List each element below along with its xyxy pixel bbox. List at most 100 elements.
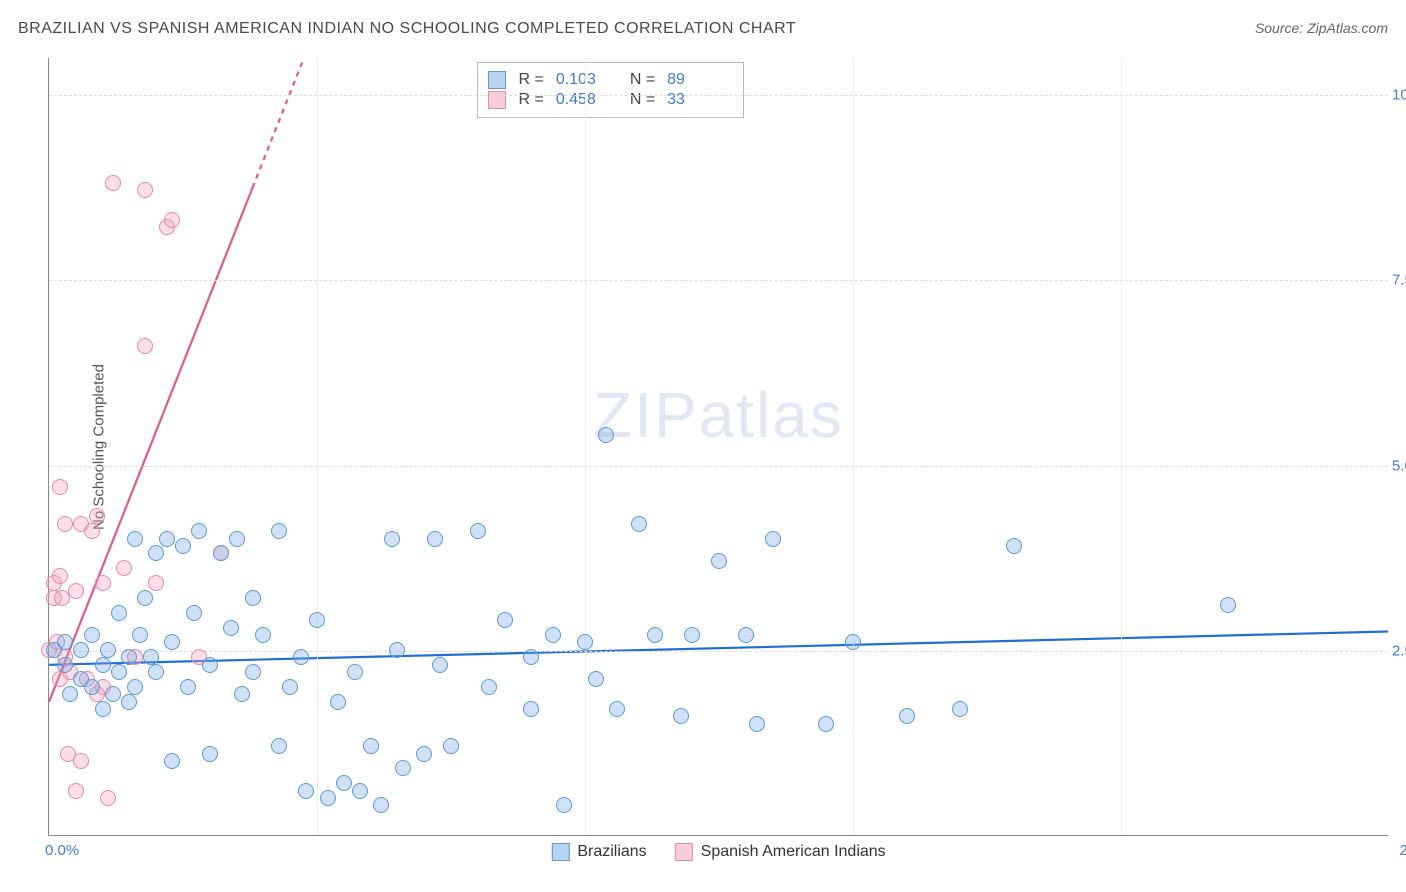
data-point-brazilians <box>271 523 287 539</box>
data-point-brazilians <box>363 738 379 754</box>
gridline-h <box>49 651 1388 652</box>
data-point-spanish-ai <box>84 523 100 539</box>
y-tick-label: 2.5% <box>1392 642 1406 659</box>
data-point-spanish-ai <box>52 479 68 495</box>
data-point-brazilians <box>443 738 459 754</box>
data-point-brazilians <box>57 634 73 650</box>
data-point-brazilians <box>164 753 180 769</box>
series-legend: Brazilians Spanish American Indians <box>551 843 885 861</box>
stats-row-brazilians: R = 0.103 N = 89 <box>488 71 729 89</box>
gridline-v <box>853 58 854 835</box>
data-point-brazilians <box>556 797 572 813</box>
data-point-spanish-ai <box>137 338 153 354</box>
data-point-spanish-ai <box>164 212 180 228</box>
data-point-spanish-ai <box>68 583 84 599</box>
data-point-spanish-ai <box>52 568 68 584</box>
data-point-brazilians <box>271 738 287 754</box>
watermark-atlas: atlas <box>699 379 844 451</box>
data-point-brazilians <box>609 701 625 717</box>
data-point-brazilians <box>523 649 539 665</box>
gridline-v <box>585 58 586 835</box>
data-point-brazilians <box>143 649 159 665</box>
data-point-spanish-ai <box>89 508 105 524</box>
data-point-brazilians <box>545 627 561 643</box>
swatch-spanish-ai <box>488 91 506 109</box>
data-point-spanish-ai <box>105 175 121 191</box>
data-point-brazilians <box>148 664 164 680</box>
data-point-brazilians <box>497 612 513 628</box>
data-point-brazilians <box>389 642 405 658</box>
data-point-spanish-ai <box>57 516 73 532</box>
data-point-brazilians <box>229 531 245 547</box>
data-point-brazilians <box>1006 538 1022 554</box>
data-point-brazilians <box>352 783 368 799</box>
data-point-brazilians <box>588 671 604 687</box>
r-value-spanish-ai: 0.458 <box>556 91 608 109</box>
data-point-brazilians <box>95 701 111 717</box>
legend-label-brazilians: Brazilians <box>577 843 646 861</box>
data-point-brazilians <box>309 612 325 628</box>
stats-legend: R = 0.103 N = 89 R = 0.458 N = 33 <box>477 62 744 118</box>
data-point-brazilians <box>427 531 443 547</box>
data-point-brazilians <box>711 553 727 569</box>
data-point-brazilians <box>577 634 593 650</box>
data-point-spanish-ai <box>100 790 116 806</box>
stats-row-spanish-ai: R = 0.458 N = 33 <box>488 91 729 109</box>
data-point-spanish-ai <box>73 753 89 769</box>
data-point-brazilians <box>282 679 298 695</box>
data-point-brazilians <box>132 627 148 643</box>
data-point-brazilians <box>373 797 389 813</box>
legend-label-spanish-ai: Spanish American Indians <box>701 843 886 861</box>
data-point-spanish-ai <box>148 575 164 591</box>
swatch-brazilians <box>488 71 506 89</box>
data-point-brazilians <box>293 649 309 665</box>
data-point-brazilians <box>245 590 261 606</box>
legend-item-spanish-ai: Spanish American Indians <box>675 843 886 861</box>
gridline-v <box>317 58 318 835</box>
data-point-brazilians <box>749 716 765 732</box>
data-point-spanish-ai <box>137 182 153 198</box>
data-point-brazilians <box>137 590 153 606</box>
data-point-brazilians <box>127 679 143 695</box>
data-point-brazilians <box>899 708 915 724</box>
swatch-brazilians <box>551 843 569 861</box>
data-point-brazilians <box>164 634 180 650</box>
y-tick-label: 5.0% <box>1392 457 1406 474</box>
data-point-brazilians <box>395 760 411 776</box>
data-point-brazilians <box>223 620 239 636</box>
data-point-brazilians <box>84 679 100 695</box>
data-point-brazilians <box>673 708 689 724</box>
data-point-brazilians <box>245 664 261 680</box>
data-point-brazilians <box>631 516 647 532</box>
data-point-brazilians <box>320 790 336 806</box>
gridline-h <box>49 280 1388 281</box>
data-point-brazilians <box>765 531 781 547</box>
data-point-brazilians <box>95 657 111 673</box>
data-point-brazilians <box>111 605 127 621</box>
r-label: R = <box>518 91 543 109</box>
data-point-brazilians <box>432 657 448 673</box>
data-point-brazilians <box>255 627 271 643</box>
gridline-h <box>49 95 1388 96</box>
n-value-brazilians: 89 <box>667 71 719 89</box>
data-point-brazilians <box>598 427 614 443</box>
data-point-brazilians <box>384 531 400 547</box>
data-point-brazilians <box>470 523 486 539</box>
data-point-brazilians <box>684 627 700 643</box>
data-point-brazilians <box>73 642 89 658</box>
data-point-brazilians <box>202 657 218 673</box>
data-point-brazilians <box>336 775 352 791</box>
chart-container: No Schooling Completed ZIPatlas R = 0.10… <box>48 58 1388 836</box>
watermark: ZIPatlas <box>593 378 844 452</box>
x-axis-max-label: 25.0% <box>1399 842 1406 859</box>
gridline-v <box>1121 58 1122 835</box>
data-point-spanish-ai <box>116 560 132 576</box>
data-point-brazilians <box>100 642 116 658</box>
data-point-brazilians <box>818 716 834 732</box>
r-value-brazilians: 0.103 <box>556 71 608 89</box>
swatch-spanish-ai <box>675 843 693 861</box>
data-point-brazilians <box>127 531 143 547</box>
data-point-brazilians <box>148 545 164 561</box>
data-point-brazilians <box>175 538 191 554</box>
y-tick-label: 10.0% <box>1392 87 1406 104</box>
